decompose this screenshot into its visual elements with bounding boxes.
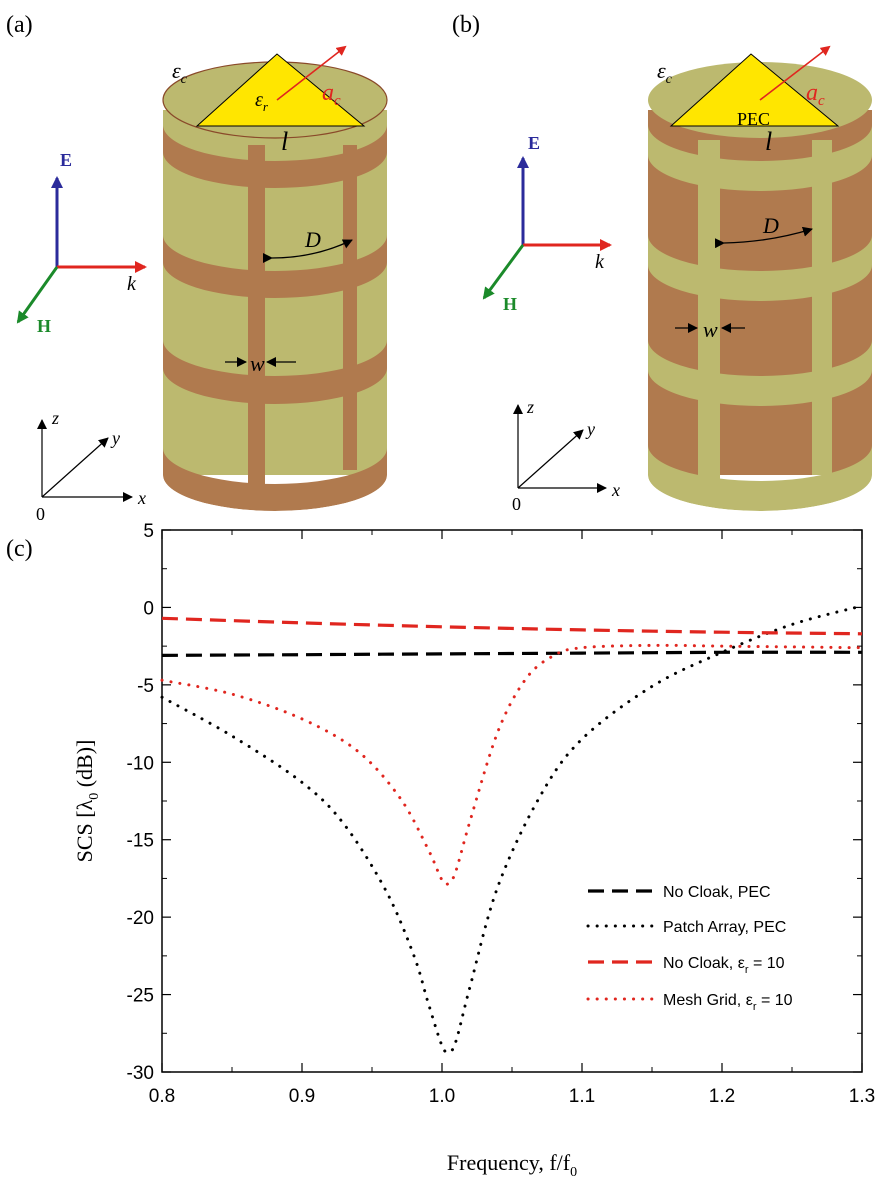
l-label-a: l bbox=[281, 127, 288, 156]
y-tick-label: 0 bbox=[143, 598, 154, 619]
axes-b bbox=[513, 404, 607, 493]
series-line-0 bbox=[161, 650, 863, 657]
eps-r-a: εr bbox=[255, 89, 269, 114]
triangle-a bbox=[195, 53, 366, 127]
panel-c-label: (c) bbox=[6, 536, 33, 562]
legend-label-1: Patch Array, PEC bbox=[663, 919, 786, 936]
panel-c: (c) 5 0 -5 -10 -15 -20 -25 -300.8 0.9 1.0 1.1 1.2 1.… bbox=[6, 521, 875, 1180]
cylinder-b-rings bbox=[648, 125, 872, 511]
y-tick-label: -30 bbox=[127, 1063, 154, 1084]
origin-a: 0 bbox=[36, 504, 45, 524]
panel-a: (a) εc εr ac l D w E k bbox=[6, 12, 388, 524]
cylinder-a-rings bbox=[163, 125, 387, 511]
H-arrow-a bbox=[16, 266, 59, 324]
x-tick-label: 0.8 bbox=[149, 1086, 175, 1107]
x-tick-label: 0.9 bbox=[289, 1086, 315, 1107]
origin-b: 0 bbox=[512, 494, 521, 514]
y-tick-label: -15 bbox=[127, 831, 154, 852]
legend-label-3: Mesh Grid, εr = 10 bbox=[663, 992, 793, 1013]
x-label-b: x bbox=[611, 480, 620, 500]
z-label-a: z bbox=[51, 408, 59, 428]
panel-b: (b) εc PEC ac l D w E k bbox=[452, 12, 872, 514]
H-arrow-b bbox=[482, 244, 525, 300]
z-label-b: z bbox=[526, 397, 534, 417]
cylinder-b bbox=[648, 45, 872, 511]
x-axis-title: Frequency, f/f0 bbox=[447, 1150, 577, 1180]
y-tick-label: -5 bbox=[137, 676, 154, 697]
x-tick-label: 1.3 bbox=[849, 1086, 875, 1107]
k-label-b: k bbox=[595, 251, 605, 273]
k-label-a: k bbox=[127, 273, 137, 295]
a-c-a: ac bbox=[322, 80, 341, 109]
x-tick-label: 1.0 bbox=[429, 1086, 455, 1107]
pec-label-b: PEC bbox=[737, 109, 770, 129]
E-label-a: E bbox=[60, 150, 72, 170]
H-label-b: H bbox=[503, 294, 517, 314]
H-label-a: H bbox=[37, 316, 51, 336]
D-label-a: D bbox=[304, 227, 321, 252]
cylinder-a bbox=[162, 45, 388, 511]
w-label-b: w bbox=[703, 317, 718, 342]
plot-frame bbox=[161, 529, 863, 1073]
y-tick-label: 5 bbox=[143, 521, 154, 542]
axes-a bbox=[37, 419, 133, 502]
x-label-a: x bbox=[137, 488, 146, 508]
series-line-2 bbox=[161, 616, 863, 636]
D-arrow-a bbox=[262, 239, 353, 264]
triangle-b bbox=[669, 53, 840, 127]
series-line-1 bbox=[160, 604, 864, 1054]
a-c-b: ac bbox=[806, 80, 825, 109]
legend-label-2: No Cloak, εr = 10 bbox=[663, 955, 785, 976]
y-tick-label: -25 bbox=[127, 986, 154, 1007]
D-arrow-b bbox=[714, 226, 813, 249]
y-axis-title: SCS [λ0 (dB)] bbox=[72, 740, 102, 863]
l-label-b: l bbox=[765, 127, 772, 156]
eps-c-b: εc bbox=[657, 58, 673, 87]
y-label-a: y bbox=[110, 428, 120, 448]
radius-arrow-b bbox=[759, 45, 831, 101]
eps-c-a: εc bbox=[172, 58, 188, 87]
y-label-b: y bbox=[585, 419, 595, 439]
panel-a-label: (a) bbox=[6, 12, 33, 38]
series-line-3 bbox=[160, 643, 864, 886]
E-label-b: E bbox=[528, 133, 540, 153]
w-label-a: w bbox=[250, 351, 265, 376]
radius-arrow-a bbox=[276, 45, 347, 101]
y-tick-label: -10 bbox=[127, 753, 154, 774]
legend-label-0: No Cloak, PEC bbox=[663, 884, 771, 901]
D-label-b: D bbox=[762, 213, 779, 238]
panel-b-label: (b) bbox=[452, 12, 480, 38]
x-tick-label: 1.2 bbox=[709, 1086, 735, 1107]
scs-chart: 5 0 -5 -10 -15 -20 -25 -300.8 0.9 1.0 1.1 1.2 1.3 Fre… bbox=[72, 521, 875, 1180]
x-tick-label: 1.1 bbox=[569, 1086, 595, 1107]
y-tick-label: -20 bbox=[127, 908, 154, 929]
